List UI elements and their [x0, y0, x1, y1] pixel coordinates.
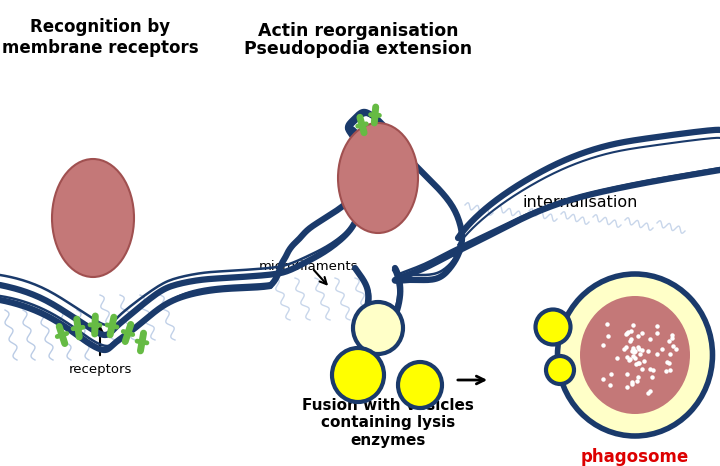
- Text: Recognition by
membrane receptors: Recognition by membrane receptors: [1, 18, 198, 57]
- Ellipse shape: [536, 309, 570, 344]
- Text: Pseudopodia extension: Pseudopodia extension: [244, 40, 472, 58]
- Ellipse shape: [580, 296, 690, 414]
- Text: phagosome: phagosome: [581, 448, 689, 466]
- Ellipse shape: [546, 356, 574, 384]
- Ellipse shape: [332, 348, 384, 402]
- Text: microfilaments: microfilaments: [258, 260, 358, 273]
- Text: Fusion with vesicles
containing lysis
enzymes: Fusion with vesicles containing lysis en…: [302, 398, 474, 448]
- Text: internalisation: internalisation: [522, 195, 638, 210]
- Ellipse shape: [52, 159, 134, 277]
- Ellipse shape: [338, 123, 418, 233]
- Ellipse shape: [353, 302, 403, 354]
- Text: Actin reorganisation: Actin reorganisation: [258, 22, 458, 40]
- Text: receptors: receptors: [68, 363, 132, 376]
- Ellipse shape: [557, 274, 713, 436]
- Ellipse shape: [398, 362, 442, 408]
